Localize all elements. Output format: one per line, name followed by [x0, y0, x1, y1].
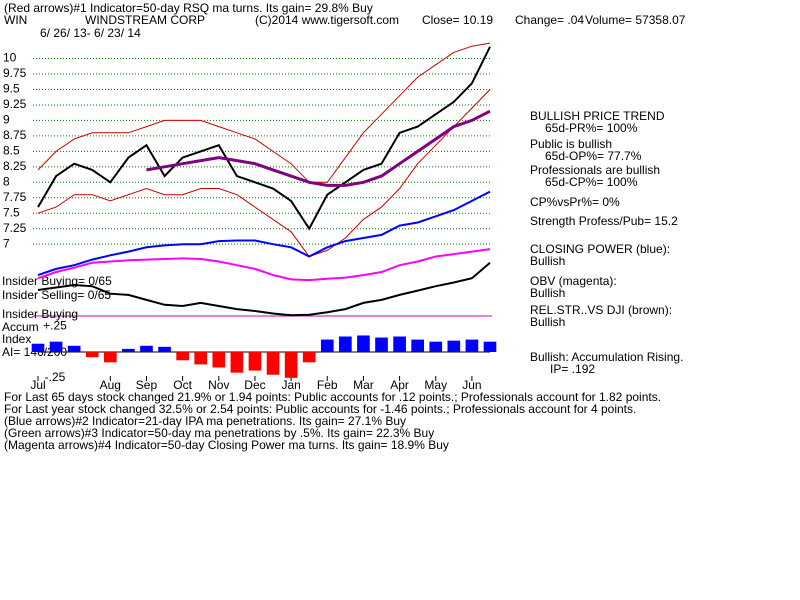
y-tick-label: 9: [3, 113, 10, 127]
x-tick-label: Jul: [30, 378, 45, 392]
header-item: WINDSTREAM CORP: [85, 13, 205, 27]
status-text: CP%vsPr%= 0%: [530, 195, 620, 209]
status-text: Bullish: [530, 315, 565, 329]
note-line: For Last year stock changed 32.5% or 2.5…: [4, 402, 636, 416]
y-tick-label: 8.75: [3, 128, 27, 142]
y-tick-label: +.25: [43, 318, 67, 332]
bar: [122, 348, 135, 352]
bar: [465, 339, 479, 352]
series-line: [146, 109, 491, 187]
note-line: For Last 65 days stock changed 21.9% or …: [4, 390, 661, 404]
bar: [212, 352, 226, 368]
bar: [320, 339, 334, 352]
status-text: Bullish: [530, 286, 565, 300]
bar: [339, 336, 352, 352]
x-tick-label: Mar: [353, 378, 374, 392]
bar: [85, 352, 99, 358]
status-text: 65d-PR%= 100%: [545, 121, 638, 135]
x-tick-label: Oct: [173, 378, 192, 392]
x-tick-label: Feb: [317, 378, 338, 392]
status-text: Bullish: Accumulation Rising.: [530, 350, 683, 364]
bar: [375, 337, 388, 352]
y-tick-label: 9.5: [3, 82, 20, 96]
y-tick-label: 9.25: [3, 97, 27, 111]
side-label: Accum: [2, 320, 39, 334]
bar: [31, 343, 45, 352]
status-text: OBV (magenta):: [530, 274, 617, 288]
y-tick-label: 7: [3, 236, 10, 250]
bar: [447, 340, 461, 352]
series-line: [37, 248, 491, 282]
x-tick-label: Jun: [462, 378, 481, 392]
x-tick-label: Sep: [136, 378, 158, 392]
status-text: 65d-OP%= 77.7%: [545, 149, 642, 163]
header-line: (Red arrows)#1 Indicator=50-day RSQ ma t…: [4, 1, 373, 15]
note-line: (Blue arrows)#2 Indicator=21-day IPA ma …: [4, 414, 406, 428]
bar: [483, 341, 497, 352]
bar: [194, 352, 208, 365]
side-label: Index: [2, 332, 31, 346]
y-tick-label: 7.25: [3, 221, 27, 235]
bar: [302, 352, 316, 363]
y-tick-label: 7.5: [3, 205, 20, 219]
bar: [429, 341, 443, 352]
bar: [140, 345, 153, 352]
y-tick-label: 8.5: [3, 144, 20, 158]
header-item: Change= .04: [515, 13, 584, 27]
series-line: [37, 261, 491, 317]
side-label: Insider Selling= 0/65: [2, 288, 111, 302]
header-item: WIN: [4, 13, 27, 27]
y-tick-label: 8: [3, 174, 10, 188]
status-text: CLOSING POWER (blue):: [530, 242, 670, 256]
status-text: IP= .192: [550, 362, 595, 376]
header-item: (C)2014 www.tigersoft.com: [255, 13, 399, 27]
bar: [411, 339, 425, 352]
bar: [176, 352, 189, 361]
status-text: Professionals are bullish: [530, 163, 660, 177]
bar: [103, 352, 117, 363]
x-tick-label: Dec: [244, 378, 265, 392]
x-tick-label: Jan: [281, 378, 300, 392]
y-tick-label: 9.75: [3, 66, 27, 80]
series-line: [37, 89, 491, 258]
side-label: Insider Buying: [2, 307, 78, 321]
side-label: Insider Buying= 0/65: [2, 274, 112, 288]
bar: [158, 346, 171, 352]
x-tick-label: Apr: [390, 378, 409, 392]
bar: [67, 345, 81, 352]
status-text: BULLISH PRICE TREND: [530, 109, 665, 123]
status-text: REL.STR..VS DJI (brown):: [530, 303, 672, 317]
header-item: Close= 10.19: [422, 13, 493, 27]
series-line: [37, 42, 491, 183]
date-range: 6/ 26/ 13- 6/ 23/ 14: [40, 26, 141, 40]
status-text: Public is bullish: [530, 137, 612, 151]
y-tick-label: -.25: [45, 370, 66, 384]
x-tick-label: May: [424, 378, 447, 392]
bar: [393, 336, 406, 352]
bar: [49, 341, 63, 352]
y-tick-label: 7.75: [3, 190, 27, 204]
bar: [230, 352, 244, 373]
bar: [357, 335, 370, 352]
bar: [266, 352, 280, 375]
y-tick-label: 8.25: [3, 159, 27, 173]
y-tick-label: 10: [3, 51, 17, 65]
note-line: (Magenta arrows)#4 Indicator=50-day Clos…: [4, 438, 449, 452]
bar: [284, 352, 298, 378]
status-text: Strength Profess/Pub= 15.2: [530, 214, 678, 228]
bar: [248, 352, 262, 371]
x-tick-label: Nov: [208, 378, 229, 392]
status-text: 65d-CP%= 100%: [545, 175, 638, 189]
series-line: [37, 190, 491, 277]
x-tick-label: Aug: [100, 378, 121, 392]
header-item: Volume= 57358.07: [585, 13, 686, 27]
status-text: Bullish: [530, 254, 565, 268]
series-line: [37, 46, 491, 231]
note-line: (Green arrows)#3 Indicator=50-day ma pen…: [4, 426, 434, 440]
